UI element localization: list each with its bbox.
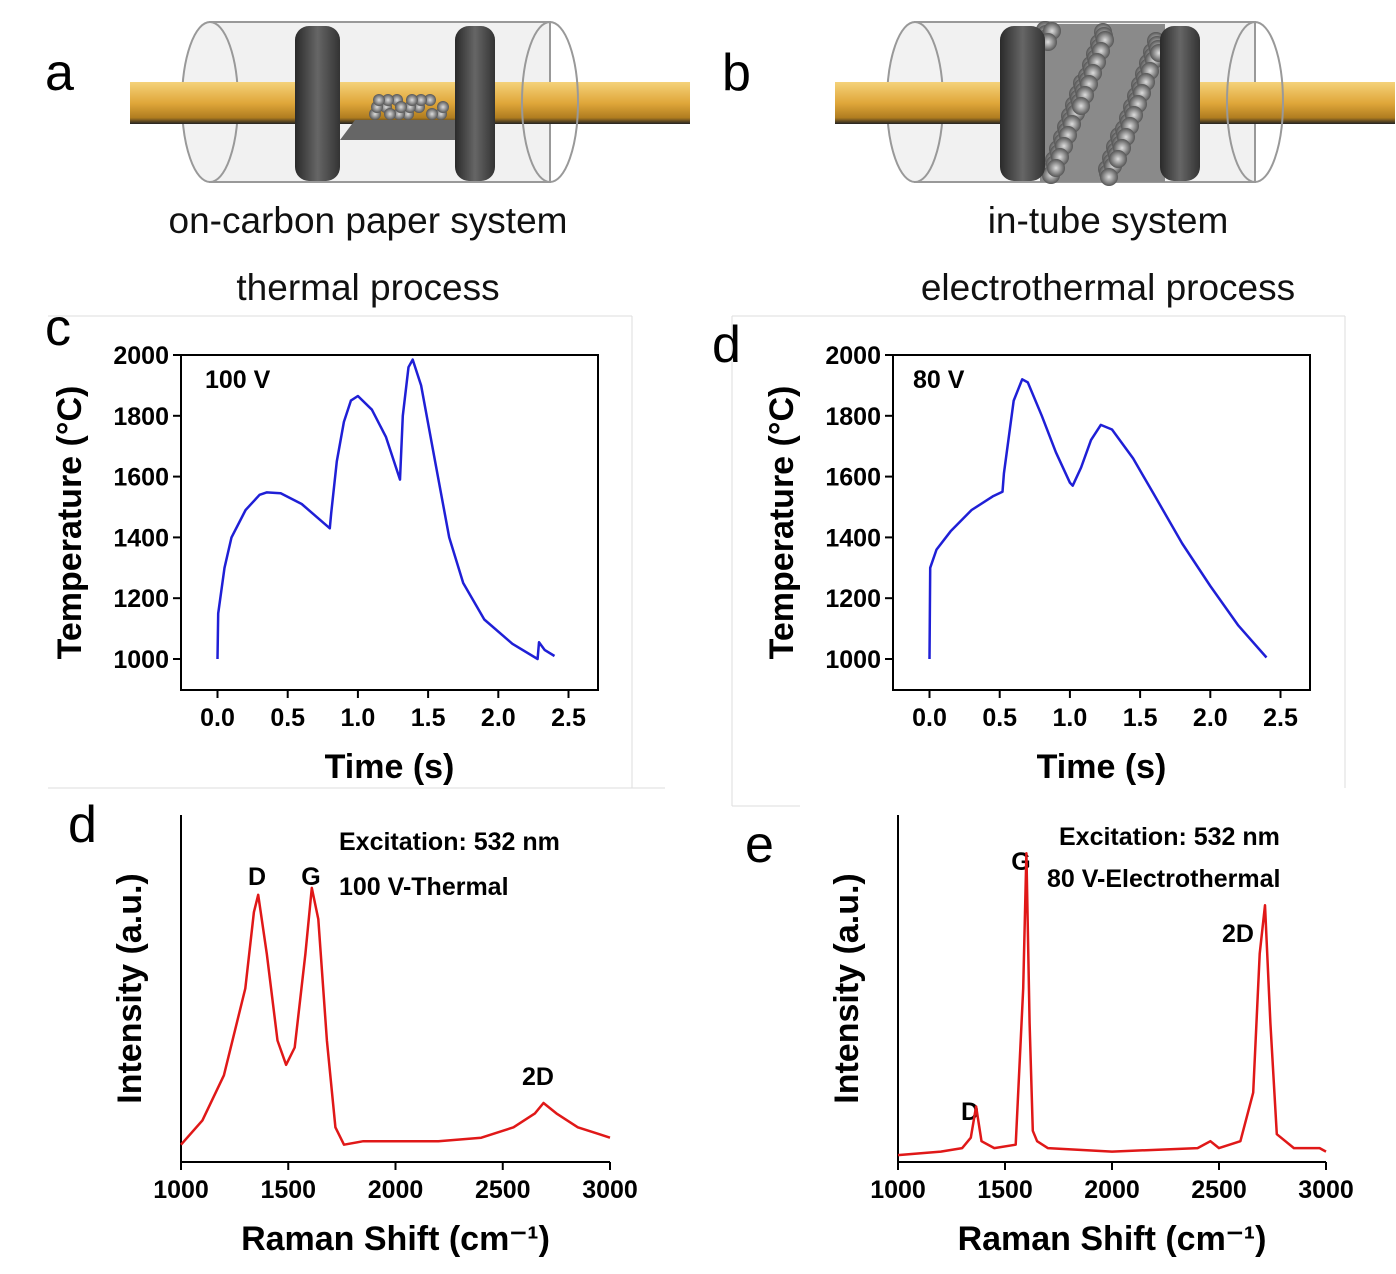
- annotation: 2D: [522, 1063, 554, 1091]
- tube-end: [521, 21, 579, 183]
- y-axis-label: Temperature (°C): [51, 386, 89, 660]
- panel-label: a: [45, 44, 74, 102]
- x-tick-label: 0.0: [200, 704, 235, 732]
- x-tick-label: 1.5: [411, 704, 446, 732]
- data-line: [216, 358, 556, 661]
- x-tick-label: 2500: [1191, 1176, 1247, 1204]
- caption: thermal process: [236, 267, 499, 308]
- particle: [1100, 168, 1118, 186]
- y-tick-label: 1400: [825, 524, 881, 552]
- particle: [382, 94, 394, 106]
- x-tick-label: 2.5: [1263, 704, 1298, 732]
- ring: [1160, 26, 1200, 181]
- y-tick-label: 1000: [113, 646, 169, 674]
- x-axis-label: Time (s): [1037, 748, 1167, 786]
- annotation: Excitation: 532 nm: [339, 828, 560, 856]
- particle: [1047, 159, 1065, 177]
- particle: [384, 108, 396, 120]
- ring: [455, 26, 495, 181]
- x-tick-label: 0.0: [912, 704, 947, 732]
- x-tick-label: 0.5: [982, 704, 1017, 732]
- x-axis-label: Raman Shift (cm⁻¹): [241, 1220, 550, 1258]
- y-tick-label: 1600: [113, 464, 169, 492]
- x-tick-label: 1500: [260, 1176, 316, 1204]
- x-tick-label: 1000: [153, 1176, 209, 1204]
- x-tick-label: 2000: [368, 1176, 424, 1204]
- y-axis-label: Intensity (a.u.): [828, 873, 866, 1103]
- particle: [415, 94, 427, 106]
- tube-schematic: [130, 21, 690, 183]
- y-tick-label: 1800: [825, 403, 881, 431]
- ring: [1000, 26, 1045, 181]
- data-line: [897, 851, 1327, 1157]
- panel-label: b: [722, 44, 751, 102]
- x-tick-label: 3000: [582, 1176, 638, 1204]
- annotation: Excitation: 532 nm: [1059, 823, 1280, 851]
- y-axis-label: Temperature (°C): [763, 386, 801, 660]
- x-tick-label: 1.0: [341, 704, 376, 732]
- y-tick-label: 1800: [113, 403, 169, 431]
- y-tick-label: 2000: [825, 342, 881, 370]
- y-axis-label: Intensity (a.u.): [111, 873, 149, 1103]
- caption: in-tube system: [988, 200, 1229, 241]
- x-tick-label: 1500: [977, 1176, 1033, 1204]
- annotation: 80 V-Electrothermal: [1047, 865, 1280, 893]
- tube-end: [1226, 21, 1284, 183]
- plot-frame: [180, 354, 599, 691]
- particle: [437, 101, 449, 113]
- annotation: D: [248, 863, 266, 891]
- annotation: G: [301, 863, 320, 891]
- annotation: 100 V: [205, 366, 271, 394]
- particle: [373, 94, 385, 106]
- x-tick-label: 3000: [1298, 1176, 1354, 1204]
- y-tick-label: 1400: [113, 524, 169, 552]
- particle: [1072, 97, 1090, 115]
- particle: [1109, 150, 1127, 168]
- particle: [424, 94, 436, 106]
- annotation: 80 V: [913, 366, 965, 394]
- particle: [426, 108, 438, 120]
- y-tick-label: 1600: [825, 464, 881, 492]
- data-line: [180, 886, 611, 1146]
- x-tick-label: 2500: [475, 1176, 531, 1204]
- panel-label: d: [712, 316, 741, 374]
- x-axis-label: Raman Shift (cm⁻¹): [958, 1220, 1267, 1258]
- panel-label: c: [45, 299, 71, 357]
- x-tick-label: 2000: [1084, 1176, 1140, 1204]
- particle: [406, 94, 418, 106]
- panel-label: e: [745, 816, 774, 874]
- annotation: 2D: [1222, 920, 1254, 948]
- tube-schematic: [835, 21, 1395, 186]
- caption: on-carbon paper system: [169, 200, 568, 241]
- y-tick-label: 1000: [825, 646, 881, 674]
- y-tick-label: 2000: [113, 342, 169, 370]
- plot-frame: [892, 354, 1311, 691]
- data-line: [928, 378, 1268, 660]
- x-tick-label: 0.5: [270, 704, 305, 732]
- panel-label: d: [68, 796, 97, 854]
- annotation: 100 V-Thermal: [339, 873, 509, 901]
- x-tick-label: 2.0: [1193, 704, 1228, 732]
- x-tick-label: 1.0: [1053, 704, 1088, 732]
- carbon-paper: [340, 120, 470, 140]
- particle: [395, 101, 407, 113]
- y-tick-label: 1200: [113, 585, 169, 613]
- x-axis-label: Time (s): [325, 748, 455, 786]
- x-tick-label: 2.0: [481, 704, 516, 732]
- caption: electrothermal process: [921, 267, 1295, 308]
- y-tick-label: 1200: [825, 585, 881, 613]
- x-tick-label: 1.5: [1123, 704, 1158, 732]
- x-tick-label: 2.5: [551, 704, 586, 732]
- x-tick-label: 1000: [870, 1176, 926, 1204]
- ring: [295, 26, 340, 181]
